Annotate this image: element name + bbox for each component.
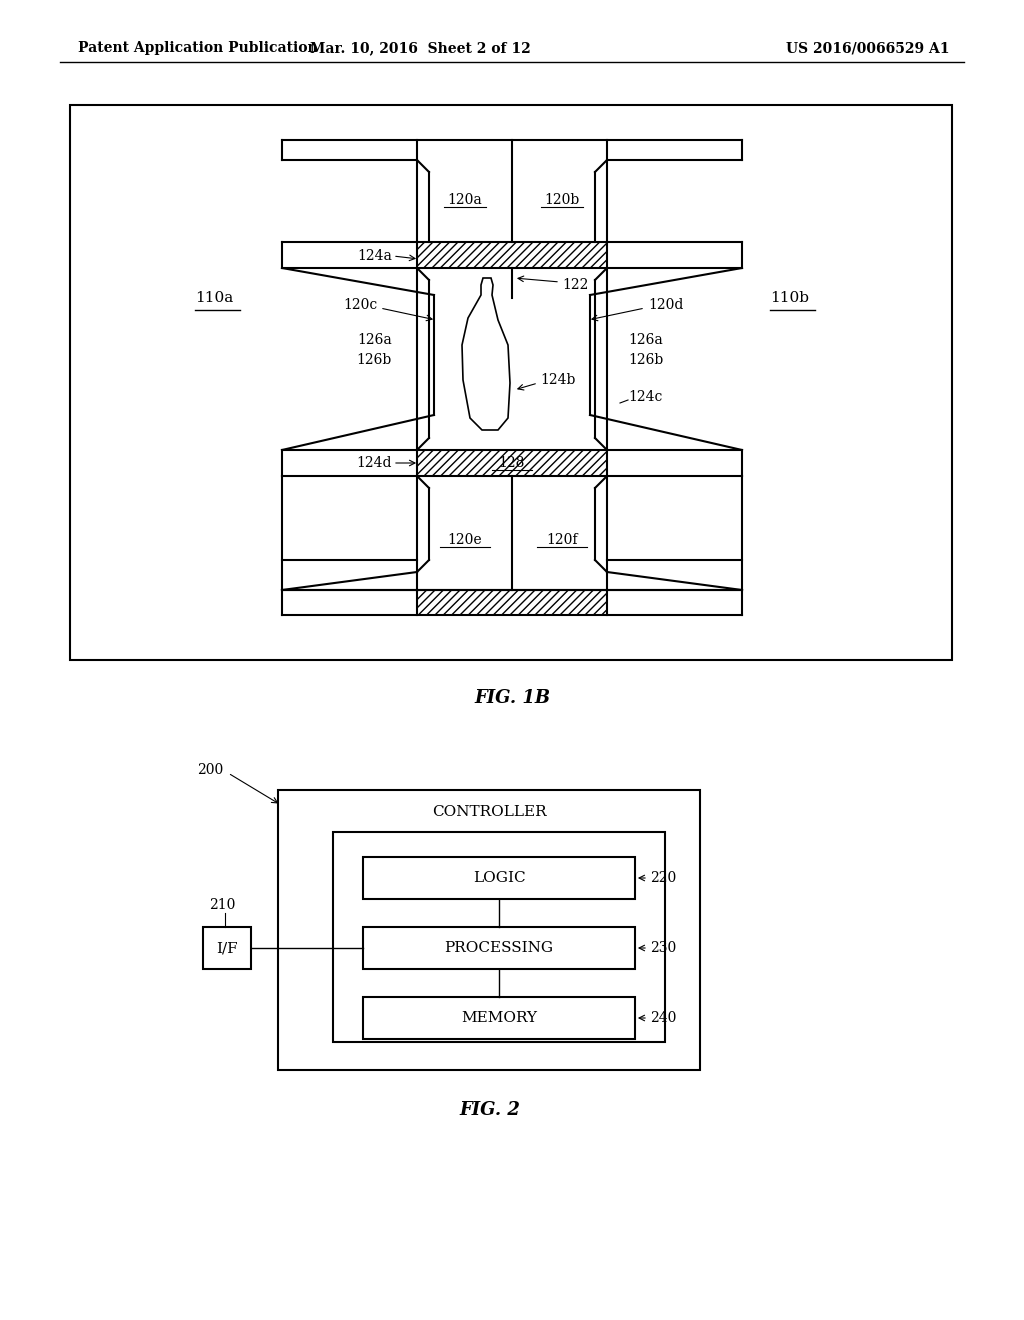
Bar xyxy=(70,106,952,660)
Bar xyxy=(278,789,700,1071)
Text: 230: 230 xyxy=(650,941,676,954)
Text: 126b: 126b xyxy=(356,352,392,367)
Text: FIG. 2: FIG. 2 xyxy=(460,1101,520,1119)
Text: 240: 240 xyxy=(650,1011,677,1026)
Bar xyxy=(417,242,607,268)
Text: 120e: 120e xyxy=(447,533,482,546)
Text: 120a: 120a xyxy=(447,193,482,207)
Bar xyxy=(362,857,635,899)
Bar xyxy=(333,832,665,1041)
Text: 124b: 124b xyxy=(540,374,575,387)
Text: Mar. 10, 2016  Sheet 2 of 12: Mar. 10, 2016 Sheet 2 of 12 xyxy=(309,41,530,55)
Text: 124c: 124c xyxy=(628,389,663,404)
Text: Patent Application Publication: Patent Application Publication xyxy=(78,41,317,55)
Text: FIG. 1B: FIG. 1B xyxy=(474,689,550,708)
Text: 126b: 126b xyxy=(628,352,664,367)
Text: CONTROLLER: CONTROLLER xyxy=(432,805,547,818)
Text: 128: 128 xyxy=(499,455,525,470)
Text: 110b: 110b xyxy=(770,290,809,305)
Text: 124a: 124a xyxy=(357,249,392,263)
Text: 120b: 120b xyxy=(545,193,580,207)
Text: 126a: 126a xyxy=(357,333,392,347)
Text: 200: 200 xyxy=(197,763,223,777)
Bar xyxy=(417,450,607,477)
Text: US 2016/0066529 A1: US 2016/0066529 A1 xyxy=(786,41,950,55)
Text: 120d: 120d xyxy=(648,298,683,312)
Text: PROCESSING: PROCESSING xyxy=(444,941,554,954)
Text: 122: 122 xyxy=(562,279,589,292)
Bar xyxy=(362,997,635,1039)
Text: 120c: 120c xyxy=(344,298,378,312)
Polygon shape xyxy=(462,279,510,430)
Bar xyxy=(417,590,607,615)
Text: MEMORY: MEMORY xyxy=(461,1011,537,1026)
Text: LOGIC: LOGIC xyxy=(473,871,525,884)
Text: I/F: I/F xyxy=(216,941,238,954)
Text: 110a: 110a xyxy=(195,290,233,305)
Text: 126a: 126a xyxy=(628,333,663,347)
Bar xyxy=(203,927,251,969)
Text: 220: 220 xyxy=(650,871,676,884)
Text: 210: 210 xyxy=(209,898,236,912)
Text: 120f: 120f xyxy=(546,533,578,546)
Text: 124d: 124d xyxy=(356,455,392,470)
Bar xyxy=(362,927,635,969)
